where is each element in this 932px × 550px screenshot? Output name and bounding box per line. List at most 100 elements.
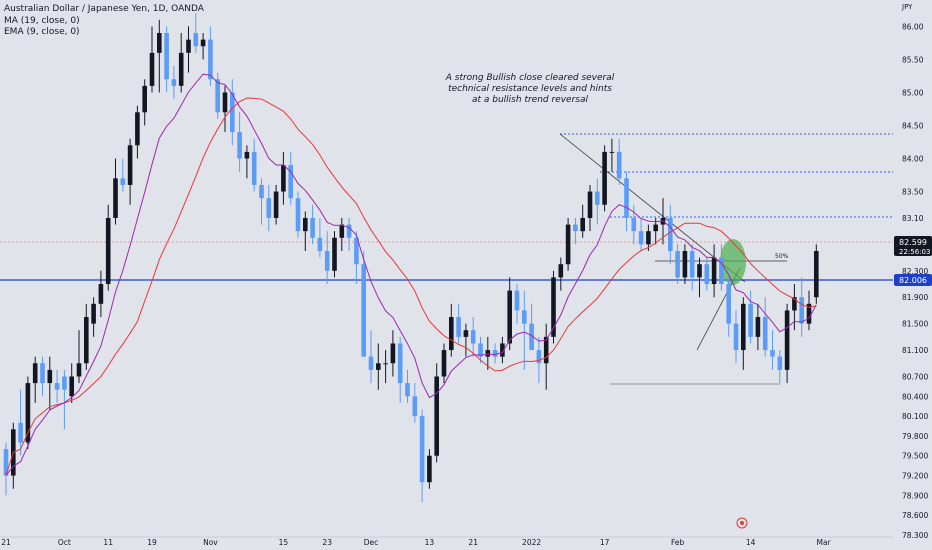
candle (105, 204, 111, 291)
candle-body (281, 165, 286, 192)
candle-body (303, 217, 308, 232)
candle (178, 33, 184, 93)
time-tick: Dec (364, 538, 379, 547)
candle (215, 72, 220, 119)
candle (675, 244, 680, 285)
price-tick: 84.00 (902, 155, 924, 164)
candle-body (485, 350, 491, 357)
candle-body (507, 290, 512, 344)
candle (719, 244, 724, 291)
candle (376, 343, 381, 390)
candle-body (3, 449, 9, 476)
time-tick: 19 (147, 538, 157, 547)
candle (434, 363, 439, 463)
candle-body (230, 92, 235, 133)
candle-body (609, 151, 615, 153)
candle (84, 303, 89, 370)
candle-body (200, 39, 206, 47)
candle-body (558, 264, 564, 278)
candle-body (551, 277, 556, 337)
candle-body (310, 217, 315, 238)
price-tag-countdown: 22:56:03 (899, 248, 930, 256)
candle-body (748, 303, 753, 337)
candle-body (62, 376, 67, 390)
candle-body (354, 237, 359, 265)
candle (164, 26, 169, 93)
candle (266, 184, 272, 232)
candle (186, 26, 191, 73)
candle-body (536, 350, 542, 364)
candle-body (193, 33, 199, 47)
ma-legend[interactable]: MA (19, close, 0) (4, 15, 80, 26)
candle-body (668, 217, 673, 251)
candle-body (762, 317, 768, 351)
candle (689, 244, 695, 291)
candle-body (113, 178, 118, 218)
candle (755, 303, 761, 351)
candle (456, 303, 461, 344)
symbol-title[interactable]: Australian Dollar / Japanese Yen, 1D, OA… (4, 4, 204, 14)
candle (770, 330, 775, 370)
time-tick: Mar (817, 538, 832, 547)
candle-body (755, 317, 761, 337)
ema-legend[interactable]: EMA (9, close, 0) (4, 27, 80, 37)
candle-body (84, 317, 89, 364)
candle (733, 310, 739, 364)
candle-body (726, 284, 731, 324)
candle-body (208, 39, 213, 80)
candle (580, 204, 585, 238)
candle-body (441, 350, 447, 377)
price-tick: 79.500 (902, 452, 928, 461)
candle (200, 33, 206, 60)
candle (339, 217, 345, 251)
candle-body (616, 151, 622, 179)
candle (295, 191, 301, 238)
candle (193, 13, 199, 53)
candle-body (573, 224, 578, 232)
candle (288, 151, 293, 205)
candle (230, 79, 235, 146)
candle (273, 184, 279, 225)
candle (609, 138, 615, 172)
price-tick: 81.500 (902, 320, 928, 329)
time-axis[interactable]: 21 Oct 11 19 Nov 15 23 Dec 13 21 2022 17 Feb 14 Mar (0, 536, 893, 547)
candle-body (142, 85, 147, 113)
candle-body (427, 455, 432, 483)
chart-annotation[interactable]: A strong Bullish close cleared several t… (440, 73, 620, 106)
candle-body (54, 383, 60, 390)
chart-legend: Australian Dollar / Japanese Yen, 1D, OA… (4, 4, 204, 39)
candle-body (383, 363, 388, 365)
time-tick: Feb (671, 538, 685, 547)
candle (310, 204, 315, 245)
time-tick: 21 (1, 538, 11, 547)
annotation-line-1: A strong Bullish close cleared several (445, 73, 615, 83)
candle (317, 217, 323, 258)
candle-body (741, 303, 746, 351)
price-tick: 78.300 (902, 531, 928, 540)
candle (522, 290, 527, 370)
candle (777, 350, 783, 384)
price-tick: 84.50 (902, 121, 924, 130)
candle-body (580, 217, 585, 232)
candle (397, 336, 403, 403)
highlight-ellipse[interactable] (720, 239, 746, 285)
replay-icon[interactable] (736, 517, 748, 529)
drawing-layer[interactable] (0, 133, 893, 385)
candle-body (332, 237, 337, 271)
candle-body (317, 237, 323, 251)
candle-body (390, 343, 396, 364)
candle (427, 449, 432, 489)
candle-body (273, 191, 279, 218)
candle (543, 323, 549, 390)
candle-body (40, 363, 45, 384)
candle (704, 257, 710, 291)
time-tick: 14 (746, 538, 756, 547)
candle-body (244, 151, 250, 159)
candle (792, 284, 797, 331)
candle-body (32, 363, 38, 384)
candle-body (456, 317, 461, 337)
candle (784, 303, 790, 384)
candle-body (653, 224, 658, 232)
